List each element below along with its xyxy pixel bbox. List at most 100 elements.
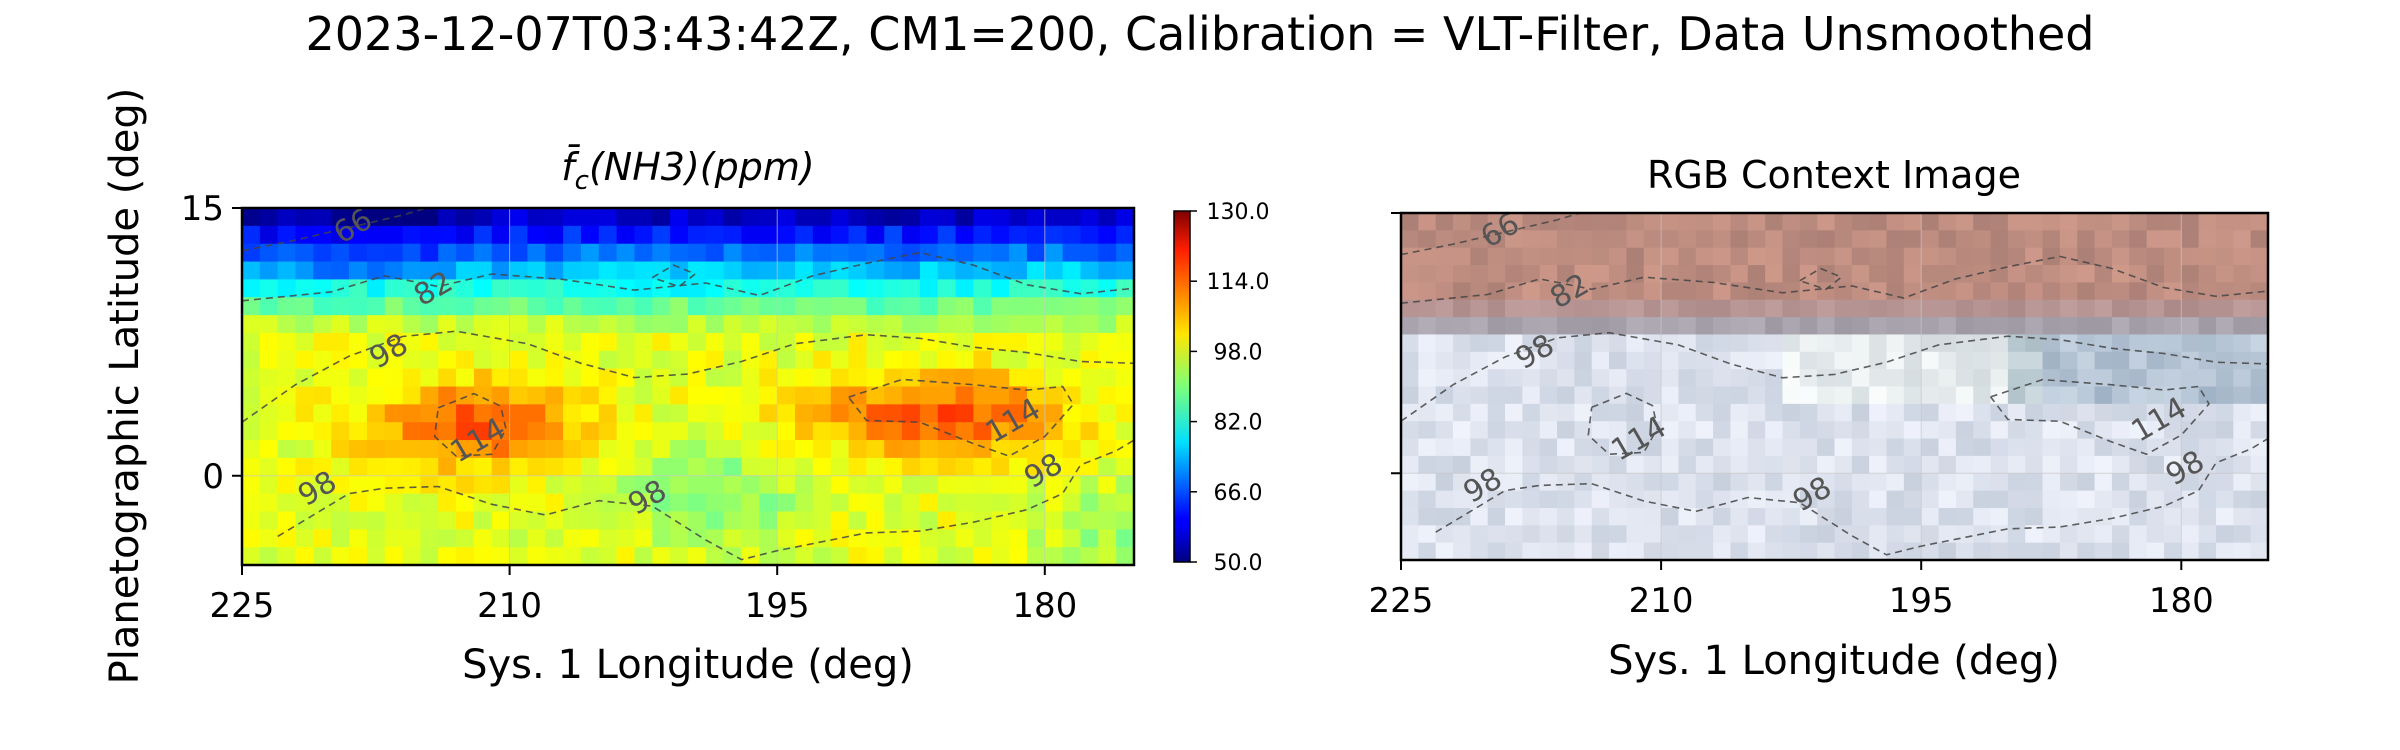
heatmap-cell bbox=[1009, 297, 1028, 316]
rgb-cell bbox=[1869, 351, 1888, 370]
heatmap-cell bbox=[830, 529, 850, 548]
rgb-cell bbox=[1591, 421, 1610, 440]
heatmap-cell bbox=[1044, 386, 1064, 405]
heatmap-cell bbox=[349, 457, 368, 477]
rgb-cell bbox=[1851, 525, 1870, 544]
rgb-cell bbox=[1973, 403, 1992, 422]
heatmap-cell bbox=[527, 422, 546, 441]
heatmap-cell bbox=[937, 297, 957, 316]
heatmap-cell bbox=[812, 511, 832, 530]
heatmap-cell bbox=[705, 208, 725, 227]
rgb-cell bbox=[1990, 230, 2009, 249]
heatmap-cell bbox=[242, 511, 261, 530]
heatmap-cell bbox=[1116, 261, 1134, 280]
rgb-cell bbox=[2042, 213, 2061, 231]
heatmap-cell bbox=[349, 547, 368, 565]
heatmap-cell bbox=[402, 511, 421, 530]
contour-line bbox=[242, 330, 1134, 423]
rgb-cell bbox=[2059, 455, 2078, 474]
rgb-cell bbox=[2025, 230, 2044, 249]
heatmap-cell bbox=[438, 208, 457, 227]
rgb-cell bbox=[1782, 403, 1801, 422]
heatmap-cell bbox=[1116, 547, 1134, 565]
rgb-cell bbox=[1695, 455, 1714, 474]
heatmap-cell bbox=[670, 511, 689, 530]
heatmap-cell bbox=[670, 368, 689, 388]
heatmap-cell bbox=[955, 208, 975, 227]
heatmap-cell bbox=[973, 529, 992, 548]
heatmap-cell bbox=[491, 493, 511, 513]
heatmap-cell bbox=[1044, 493, 1064, 513]
heatmap-cell bbox=[295, 422, 314, 441]
rgb-cell bbox=[1747, 247, 1766, 266]
rgb-cell bbox=[1713, 542, 1732, 560]
heatmap-cell bbox=[830, 386, 850, 405]
heatmap-cell bbox=[777, 493, 796, 513]
rgb-cell bbox=[1505, 525, 1523, 544]
heatmap-cell bbox=[1009, 404, 1028, 423]
rgb-cell bbox=[2215, 542, 2234, 560]
heatmap-cell bbox=[384, 475, 404, 495]
rgb-cell bbox=[2111, 455, 2130, 474]
rgb-cell bbox=[1955, 438, 1974, 457]
rgb-cell bbox=[1990, 438, 2009, 457]
heatmap-cell bbox=[616, 261, 636, 280]
rgb-cell bbox=[1418, 299, 1437, 318]
rgb-cell bbox=[1418, 351, 1437, 370]
heatmap-cell bbox=[991, 493, 1010, 513]
rgb-cell bbox=[2215, 334, 2234, 353]
rgb-cell bbox=[1470, 213, 1489, 231]
rgb-cell bbox=[1730, 438, 1749, 457]
rgb-cell bbox=[1765, 403, 1784, 422]
heatmap-cell bbox=[759, 475, 778, 495]
heatmap-cell bbox=[652, 475, 671, 495]
heatmap-cell bbox=[616, 511, 636, 530]
rgb-cell bbox=[1418, 265, 1437, 283]
rgb-cell bbox=[1505, 438, 1523, 457]
contour-line bbox=[242, 208, 430, 252]
rgb-cell bbox=[1938, 265, 1957, 283]
rgb-cell bbox=[1591, 299, 1610, 318]
heatmap-cell bbox=[313, 440, 332, 459]
rgb-cell bbox=[2007, 386, 2026, 405]
rgb-cell bbox=[2007, 213, 2026, 231]
heatmap-cell bbox=[545, 511, 564, 530]
heatmap-cell bbox=[1026, 297, 1046, 316]
heatmap-cell bbox=[1026, 386, 1046, 405]
heatmap-cell bbox=[848, 332, 867, 352]
heatmap-cell bbox=[545, 440, 564, 459]
rgb-cell bbox=[1765, 351, 1784, 370]
heatmap-cell bbox=[1062, 225, 1082, 245]
heatmap-cell bbox=[866, 261, 885, 280]
rgb-cell bbox=[2059, 386, 2078, 405]
rgb-cell bbox=[1643, 299, 1662, 318]
rgb-cell bbox=[1453, 334, 1471, 353]
heatmap-cell bbox=[473, 529, 493, 548]
heatmap-cell bbox=[598, 547, 618, 565]
heatmap-cell bbox=[955, 386, 975, 405]
heatmap-cell bbox=[884, 493, 903, 513]
heatmap-cell bbox=[795, 493, 814, 513]
heatmap-cell bbox=[955, 261, 975, 280]
heatmap-cell bbox=[277, 493, 297, 513]
rgb-cell bbox=[2250, 421, 2268, 440]
rgb-cell bbox=[1851, 213, 1870, 231]
rgb-cell bbox=[1747, 455, 1766, 474]
rgb-cell bbox=[1921, 299, 1940, 318]
rgb-cell bbox=[1418, 438, 1437, 457]
heatmap-cell bbox=[1026, 261, 1046, 280]
rgb-cell bbox=[1401, 247, 1419, 266]
rgb-cell bbox=[1886, 386, 1905, 405]
heatmap-cell bbox=[830, 350, 850, 370]
heatmap-cell bbox=[902, 332, 921, 352]
heatmap-cell bbox=[652, 225, 671, 245]
heatmap-cell bbox=[1026, 475, 1046, 495]
rgb-cell bbox=[2181, 403, 2200, 422]
heatmap-cell bbox=[848, 422, 867, 441]
rgb-cell bbox=[1539, 213, 1558, 231]
rgb-cell bbox=[2094, 213, 2113, 231]
rgb-cell bbox=[1938, 507, 1957, 526]
rgb-cell bbox=[2007, 403, 2026, 422]
rgb-cell bbox=[1401, 525, 1419, 544]
